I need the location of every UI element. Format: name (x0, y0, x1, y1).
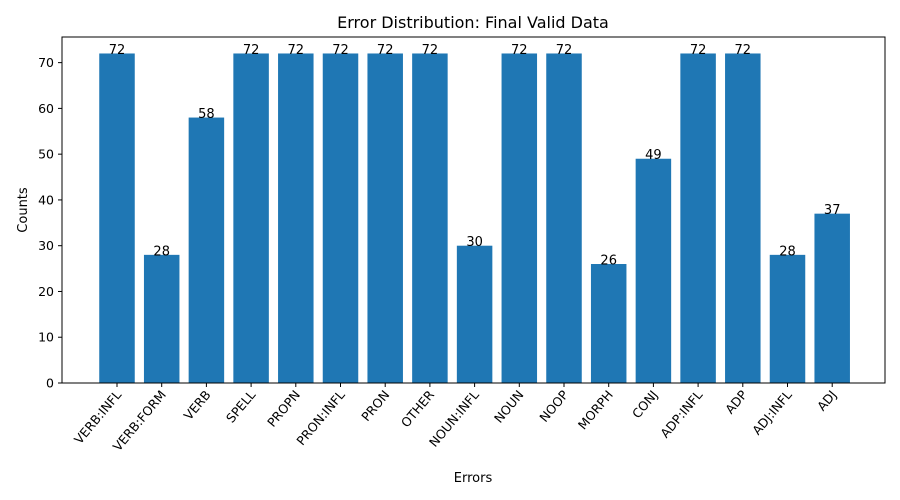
y-axis: 0 10 20 30 40 50 60 70 (38, 55, 62, 391)
data-label: 72 (288, 43, 305, 58)
y-tick-label: 60 (38, 101, 54, 116)
x-tick-label: SPELL (223, 387, 258, 425)
bar (278, 53, 314, 383)
bars-layer (99, 53, 850, 384)
x-tick-label: VERB (181, 387, 214, 422)
bar (367, 53, 403, 383)
y-tick-label: 20 (38, 284, 54, 299)
x-tick-label: CONJ (629, 387, 661, 421)
data-label: 28 (779, 244, 796, 259)
bar (635, 158, 672, 383)
bar (99, 53, 135, 383)
data-label: 72 (511, 43, 528, 58)
x-tick-label: NOUN (491, 387, 527, 426)
data-label: 58 (198, 107, 215, 122)
bar (322, 53, 359, 383)
data-label: 30 (466, 235, 483, 250)
data-label: 28 (153, 244, 170, 259)
x-tick-label: MORPH (575, 387, 616, 432)
y-tick-label: 0 (46, 376, 54, 391)
y-tick-label: 30 (38, 238, 54, 253)
bar (590, 264, 627, 383)
bar (188, 117, 225, 384)
data-label: 72 (377, 43, 394, 58)
bar (546, 53, 582, 383)
data-label: 72 (735, 43, 752, 58)
x-tick-label: ADJ (814, 387, 840, 413)
chart-title: Error Distribution: Final Valid Data (337, 13, 609, 32)
y-tick-label: 50 (38, 147, 54, 162)
y-tick-label: 70 (38, 55, 54, 70)
x-tick-label: OTHER (398, 387, 438, 430)
bar (501, 53, 538, 383)
data-label: 72 (332, 43, 349, 58)
y-axis-label: Counts (16, 187, 31, 233)
x-tick-label: PRON (358, 387, 392, 424)
data-label: 72 (422, 43, 439, 58)
x-axis-label: Errors (454, 471, 493, 486)
data-label: 72 (243, 43, 260, 58)
y-tick-label: 10 (38, 330, 54, 345)
x-tick-label: ADP (722, 387, 750, 417)
x-tick-label: NOOP (536, 387, 571, 425)
bar (456, 245, 493, 383)
bar (769, 254, 806, 383)
data-label: 49 (645, 148, 662, 163)
bar (233, 53, 269, 383)
bar (143, 254, 180, 383)
data-label: 72 (109, 43, 126, 58)
data-label: 37 (824, 203, 841, 218)
data-label: 26 (600, 254, 617, 269)
bar (725, 53, 761, 383)
data-label: 72 (690, 43, 707, 58)
data-label: 72 (556, 43, 573, 58)
bar (814, 213, 850, 383)
y-tick-label: 40 (38, 192, 54, 207)
bar (412, 53, 448, 383)
plot-frame (61, 36, 886, 384)
x-tick-label: ADP:INFL (657, 387, 705, 440)
bar (680, 53, 716, 383)
data-labels-layer: 72 28 58 72 72 72 72 72 30 72 72 26 49 72 72 28 37 (109, 43, 841, 269)
x-tick-label: ADJ:INFL (749, 387, 795, 437)
x-tick-label: PROPN (264, 387, 303, 430)
